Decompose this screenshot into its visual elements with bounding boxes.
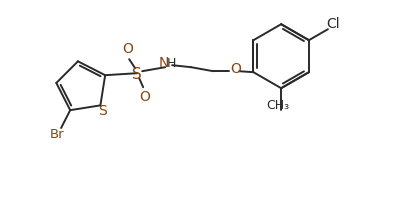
Text: Cl: Cl bbox=[326, 17, 340, 31]
Text: S: S bbox=[98, 104, 107, 118]
Text: Br: Br bbox=[50, 128, 65, 141]
Text: O: O bbox=[123, 42, 133, 56]
Text: CH₃: CH₃ bbox=[267, 99, 290, 112]
Text: O: O bbox=[231, 62, 242, 76]
Text: S: S bbox=[132, 67, 142, 82]
Text: H: H bbox=[166, 57, 176, 70]
Text: N: N bbox=[159, 56, 169, 70]
Text: O: O bbox=[140, 90, 150, 104]
